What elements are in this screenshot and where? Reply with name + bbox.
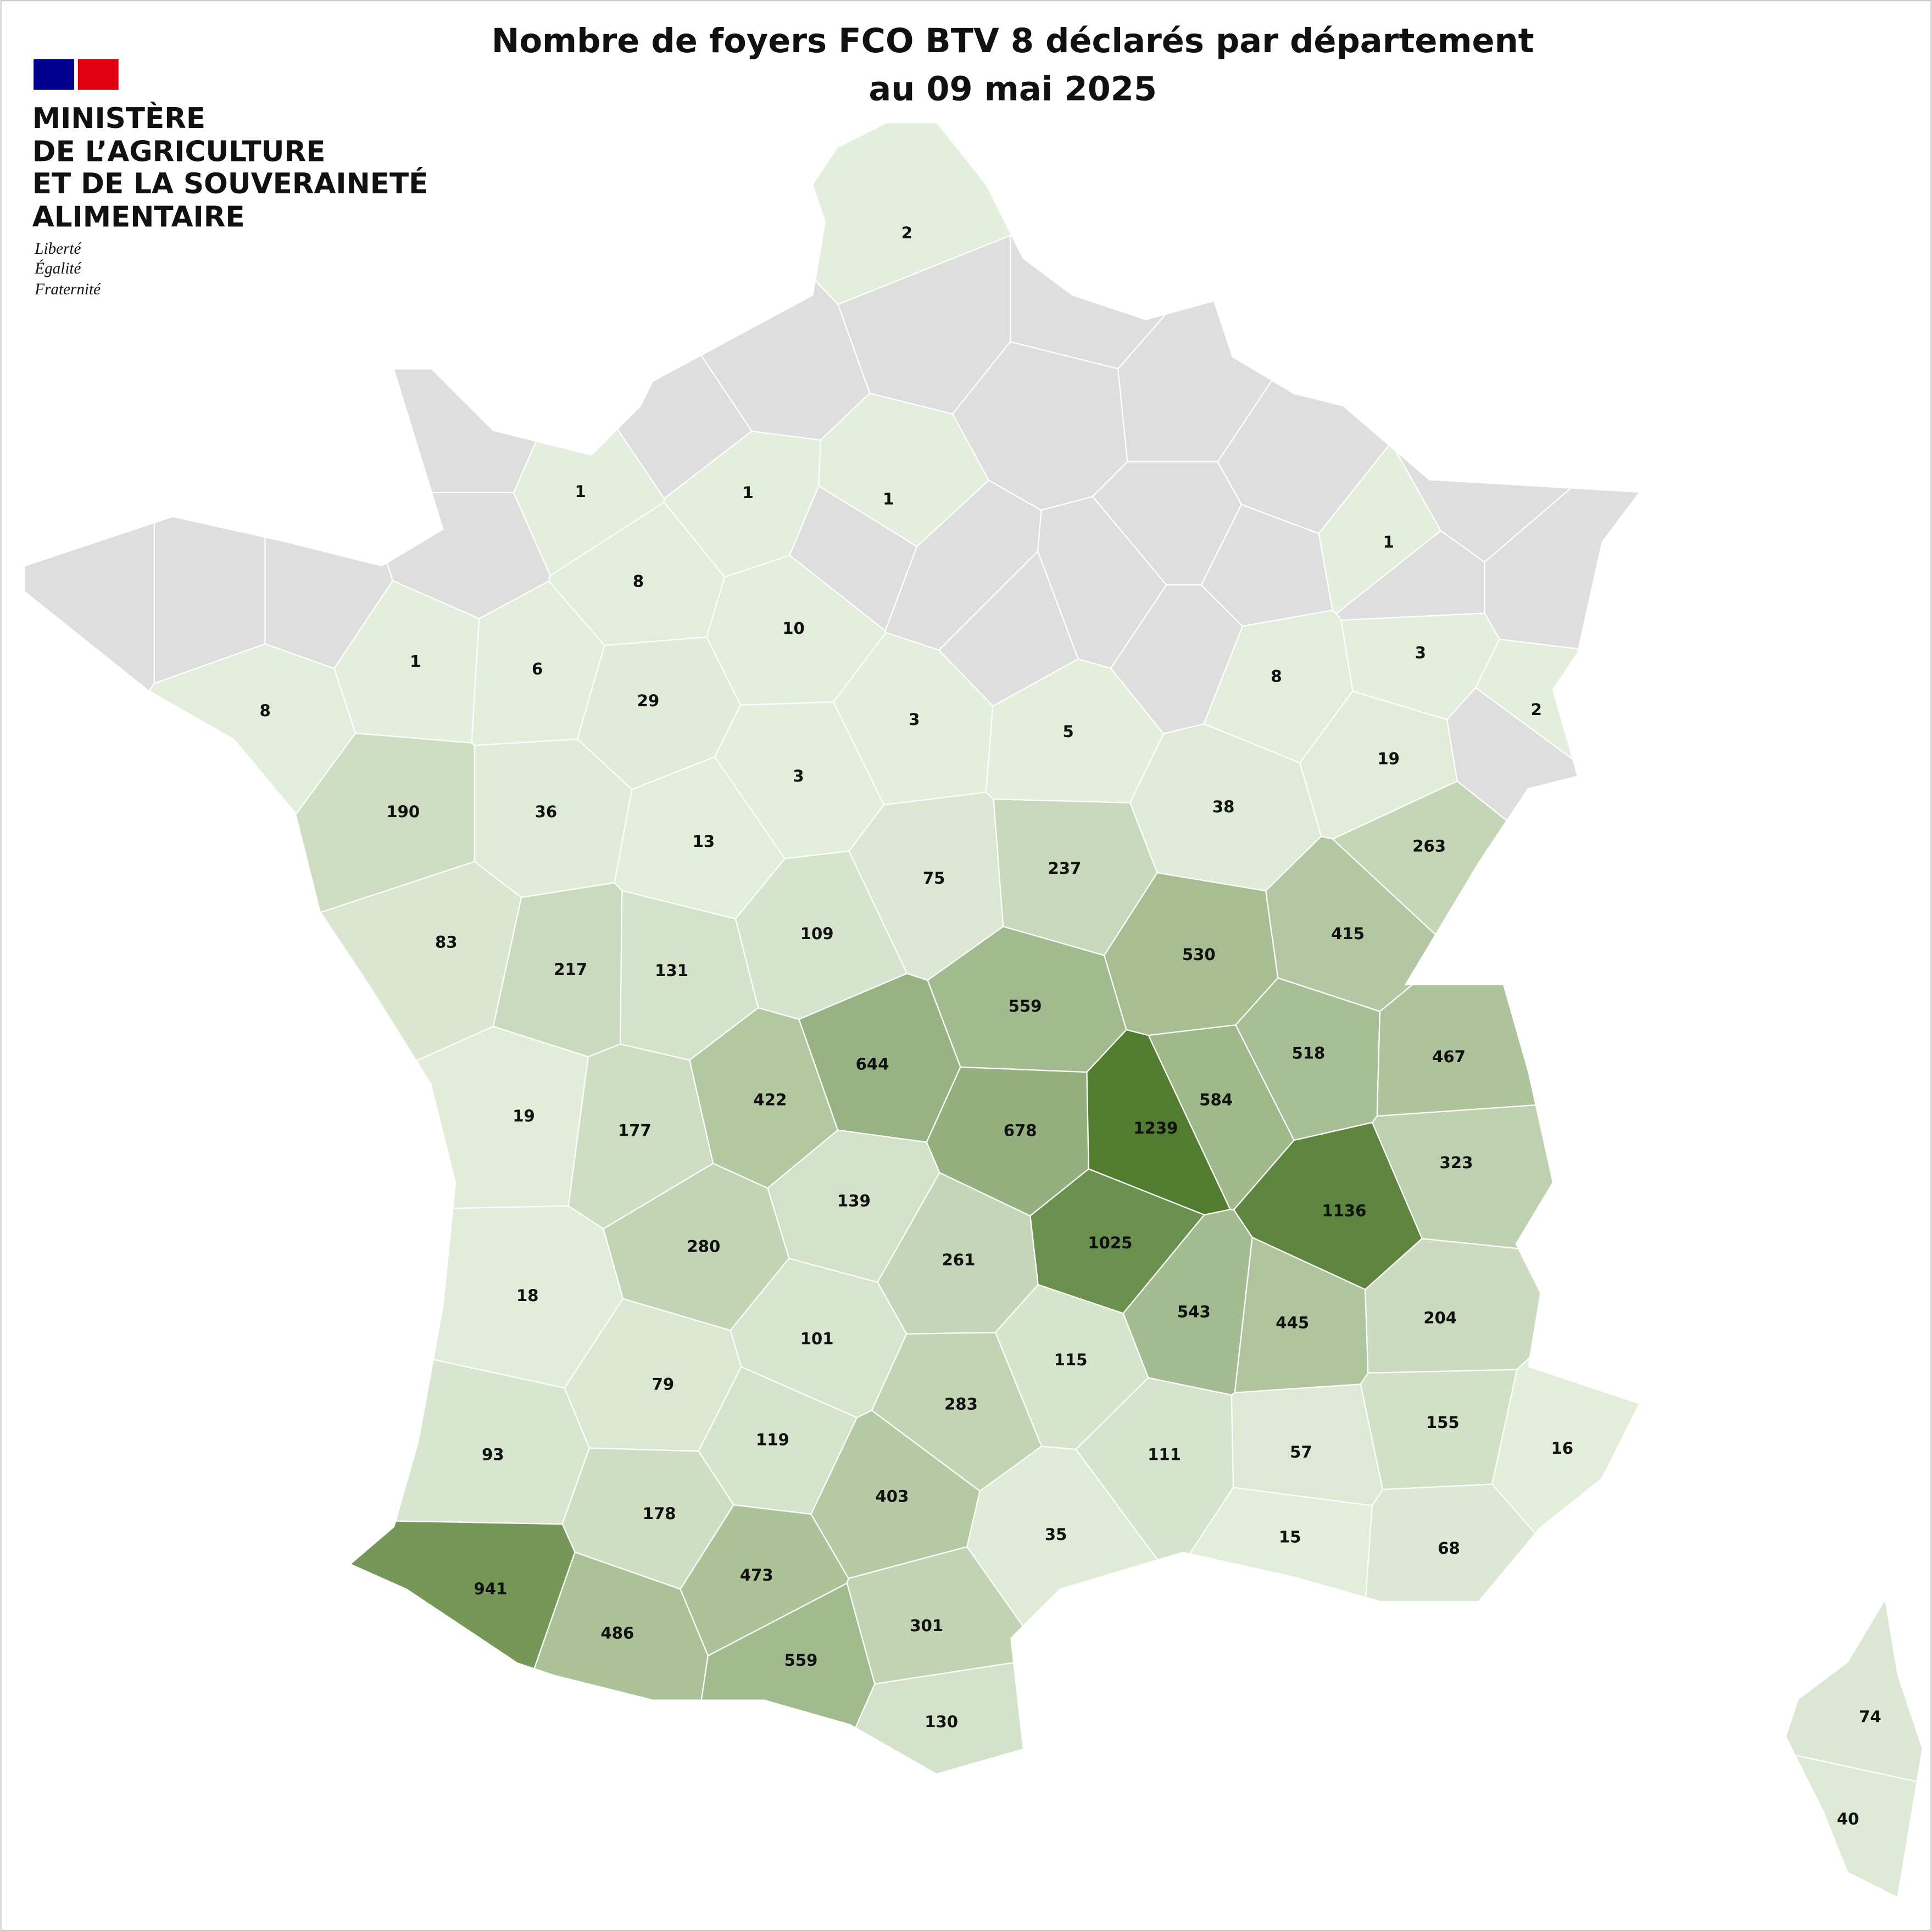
value-label: 115 <box>1054 1350 1088 1369</box>
value-label: 530 <box>1182 945 1216 964</box>
logo-line: ET DE LA SOUVERAINETÉ <box>32 167 428 200</box>
value-label: 3 <box>1415 644 1426 662</box>
value-label: 1 <box>883 489 894 508</box>
value-label: 3 <box>909 710 920 729</box>
value-label: 40 <box>1837 1810 1859 1828</box>
value-label: 941 <box>474 1580 508 1598</box>
value-label: 119 <box>756 1431 789 1449</box>
value-label: 486 <box>600 1624 634 1643</box>
value-label: 10 <box>782 619 805 638</box>
value-label: 1 <box>1383 533 1394 551</box>
value-label: 559 <box>784 1651 818 1670</box>
department-no-data <box>938 550 1079 707</box>
value-label: 111 <box>1148 1445 1181 1464</box>
value-label: 75 <box>923 869 945 888</box>
logo-line: MINISTÈRE <box>32 102 205 135</box>
value-label: 1239 <box>1133 1119 1178 1137</box>
value-label: 323 <box>1440 1153 1473 1172</box>
logo-line: DE L’AGRICULTURE <box>32 136 326 169</box>
value-label: 38 <box>1212 797 1235 816</box>
department-no-data <box>837 235 1011 415</box>
value-label: 261 <box>942 1251 976 1269</box>
value-label: 35 <box>1045 1525 1067 1544</box>
value-label: 36 <box>535 802 558 821</box>
value-label: 83 <box>435 933 458 952</box>
flag-blue <box>34 59 75 90</box>
value-label: 178 <box>643 1504 676 1523</box>
value-label: 8 <box>633 572 644 591</box>
title: Nombre de foyers FCO BTV 8 déclarés par … <box>492 22 1534 60</box>
value-label: 237 <box>1048 859 1081 878</box>
value-label: 301 <box>910 1616 943 1635</box>
value-label: 1 <box>575 482 586 501</box>
value-label: 68 <box>1438 1539 1460 1558</box>
motto: Liberté <box>34 240 81 258</box>
value-label: 415 <box>1331 924 1365 943</box>
value-label: 422 <box>754 1091 787 1109</box>
value-label: 280 <box>687 1237 720 1255</box>
value-label: 8 <box>259 701 270 720</box>
value-label: 473 <box>740 1566 773 1584</box>
value-label: 559 <box>1009 997 1042 1015</box>
value-label: 131 <box>655 961 688 980</box>
value-label: 1136 <box>1322 1201 1366 1220</box>
value-label: 283 <box>944 1395 978 1414</box>
value-label: 57 <box>1290 1443 1312 1461</box>
motto: Égalité <box>34 259 81 277</box>
value-label: 19 <box>1377 750 1400 768</box>
value-label: 155 <box>1426 1413 1460 1432</box>
value-label: 109 <box>800 924 834 943</box>
motto: Fraternité <box>34 281 101 298</box>
value-label: 16 <box>1551 1439 1574 1458</box>
value-label: 678 <box>1004 1121 1037 1140</box>
value-label: 263 <box>1412 837 1446 856</box>
value-label: 467 <box>1432 1047 1466 1066</box>
logo-line: ALIMENTAIRE <box>32 201 245 234</box>
value-label: 5 <box>1062 722 1073 741</box>
value-label: 190 <box>386 802 420 821</box>
value-label: 644 <box>856 1055 889 1074</box>
value-label: 2 <box>1531 700 1542 719</box>
value-label: 93 <box>482 1445 504 1464</box>
value-label: 18 <box>516 1286 539 1305</box>
value-label: 139 <box>837 1192 871 1210</box>
value-label: 6 <box>532 660 543 678</box>
value-label: 518 <box>1291 1043 1325 1062</box>
value-label: 177 <box>618 1121 652 1140</box>
value-label: 101 <box>800 1330 834 1348</box>
value-label: 19 <box>513 1107 535 1125</box>
value-label: 29 <box>637 691 660 710</box>
value-label: 217 <box>554 960 587 979</box>
value-label: 79 <box>652 1375 675 1394</box>
value-label: 74 <box>1859 1707 1881 1726</box>
value-label: 445 <box>1276 1314 1309 1332</box>
logo: MINISTÈRE DE L’AGRICULTURE ET DE LA SOUV… <box>32 59 428 298</box>
value-label: 15 <box>1279 1528 1301 1547</box>
value-label: 1 <box>742 483 753 502</box>
value-label: 543 <box>1177 1302 1211 1321</box>
value-label: 3 <box>793 767 804 785</box>
department-no-data <box>1335 530 1485 621</box>
value-label: 130 <box>925 1712 958 1731</box>
value-label: 584 <box>1199 1091 1233 1109</box>
value-label: 13 <box>693 832 715 851</box>
value-label: 1 <box>410 652 421 671</box>
department-no-data <box>1200 504 1333 627</box>
subtitle: au 09 mai 2025 <box>868 70 1157 109</box>
value-label: 2 <box>901 224 912 242</box>
flag-red <box>77 59 119 90</box>
value-label: 1025 <box>1088 1234 1132 1252</box>
value-label: 204 <box>1423 1309 1457 1327</box>
value-label: 8 <box>1271 667 1282 685</box>
value-label: 403 <box>876 1487 909 1506</box>
